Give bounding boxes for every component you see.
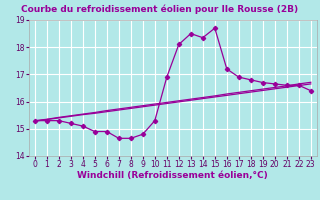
Text: Courbe du refroidissement éolien pour Ile Rousse (2B): Courbe du refroidissement éolien pour Il… bbox=[21, 4, 299, 14]
X-axis label: Windchill (Refroidissement éolien,°C): Windchill (Refroidissement éolien,°C) bbox=[77, 171, 268, 180]
